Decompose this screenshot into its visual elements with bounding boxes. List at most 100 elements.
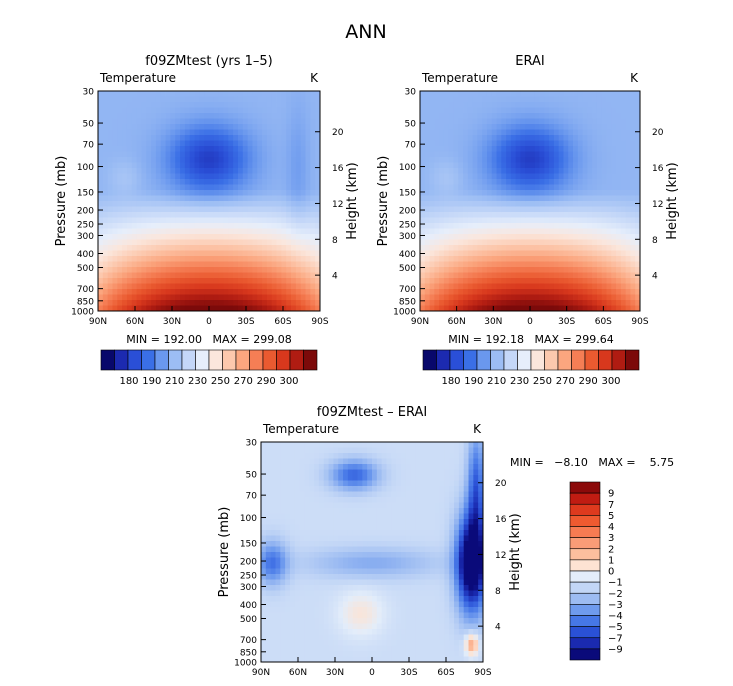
colorbar-swatch bbox=[571, 349, 586, 371]
y-tick-label: 100 bbox=[399, 163, 416, 173]
colorbar-label: 210 bbox=[487, 376, 506, 387]
y-tick-label: 50 bbox=[246, 471, 258, 481]
colorbar-swatch bbox=[127, 349, 142, 371]
colorbar-swatch bbox=[168, 349, 183, 371]
colorbar-swatch bbox=[569, 592, 601, 605]
y-tick-label: 500 bbox=[77, 264, 94, 274]
colorbar-label: 0 bbox=[608, 567, 614, 578]
colorbar-swatch bbox=[262, 349, 277, 371]
y-tick-label: 200 bbox=[240, 558, 257, 568]
x-tick-label: 90S bbox=[474, 668, 491, 678]
panel-title: f09ZMtest (yrs 1–5) bbox=[145, 54, 272, 69]
colorbar-swatch bbox=[276, 349, 291, 371]
colorbar-swatch bbox=[544, 349, 559, 371]
min-max-text: MIN = −8.10 MAX = 5.75 bbox=[510, 456, 674, 469]
variable-label: Temperature bbox=[99, 71, 176, 85]
variable-label: Temperature bbox=[421, 71, 498, 85]
variable-label: Temperature bbox=[262, 422, 339, 436]
y-tick-label: 50 bbox=[83, 120, 95, 130]
colorbar: 180 190 210 230 250 270 290 300 bbox=[422, 349, 640, 387]
colorbar-label: 210 bbox=[165, 376, 184, 387]
colorbar-swatch bbox=[569, 503, 601, 516]
y-tick-label: 200 bbox=[77, 207, 94, 217]
colorbar-label: −5 bbox=[608, 622, 623, 633]
y-tick-label: 70 bbox=[83, 141, 95, 151]
y-tick-label: 1000 bbox=[71, 308, 94, 318]
y-tick-label: 700 bbox=[77, 285, 94, 295]
y-tick-label: 150 bbox=[240, 539, 257, 549]
x-tick-label: 60N bbox=[126, 317, 144, 327]
y-tick-label: 700 bbox=[399, 285, 416, 295]
colorbar-swatch bbox=[569, 637, 601, 650]
y-tick-label: 300 bbox=[77, 232, 94, 242]
colorbar-label: −3 bbox=[608, 600, 623, 611]
y-axis-right-label: Height (km) bbox=[508, 513, 523, 590]
colorbar-swatch bbox=[141, 349, 156, 371]
y-tick-label: 50 bbox=[405, 120, 417, 130]
y-tick-label: 1000 bbox=[234, 659, 257, 669]
colorbar-swatch bbox=[611, 349, 626, 371]
x-tick-label: 30N bbox=[163, 317, 181, 327]
colorbar-swatch bbox=[569, 548, 601, 561]
contour-field bbox=[420, 91, 641, 312]
x-tick-label: 60N bbox=[289, 668, 307, 678]
x-tick-label: 90N bbox=[252, 668, 270, 678]
colorbar-swatch bbox=[569, 492, 601, 505]
colorbar-swatch bbox=[569, 481, 601, 494]
colorbar-label: −1 bbox=[608, 578, 623, 589]
colorbar-label: 300 bbox=[601, 376, 620, 387]
x-tick-label: 90S bbox=[311, 317, 328, 327]
x-tick-label: 30S bbox=[237, 317, 254, 327]
y-tick-label: 30 bbox=[83, 88, 95, 98]
min-max-text: MIN = 192.00 MAX = 299.08 bbox=[126, 333, 291, 346]
colorbar-swatch bbox=[569, 626, 601, 639]
units-label: K bbox=[473, 422, 482, 436]
colorbar-label: −4 bbox=[608, 611, 623, 622]
colorbar-swatch bbox=[569, 615, 601, 627]
height-tick-label: 4 bbox=[332, 272, 338, 282]
colorbar-swatch bbox=[490, 349, 505, 371]
colorbar-swatch bbox=[449, 349, 464, 371]
y-tick-label: 850 bbox=[77, 297, 94, 307]
colorbar-label: 190 bbox=[142, 376, 161, 387]
height-tick-label: 12 bbox=[495, 551, 506, 561]
colorbar-label: 230 bbox=[510, 376, 529, 387]
y-tick-label: 500 bbox=[240, 615, 257, 625]
y-tick-label: 300 bbox=[240, 583, 257, 593]
height-tick-label: 4 bbox=[495, 623, 501, 633]
y-axis-label: Pressure (mb) bbox=[217, 507, 232, 598]
colorbar-label: 180 bbox=[119, 376, 138, 387]
y-tick-label: 300 bbox=[399, 232, 416, 242]
height-tick-label: 12 bbox=[332, 200, 343, 210]
colorbar-swatch bbox=[100, 349, 115, 371]
colorbar-label: 270 bbox=[556, 376, 575, 387]
y-tick-label: 70 bbox=[246, 492, 258, 502]
colorbar-swatch bbox=[569, 559, 601, 572]
colorbar-swatch bbox=[195, 349, 210, 371]
x-tick-label: 30N bbox=[326, 668, 344, 678]
y-tick-label: 150 bbox=[77, 188, 94, 198]
x-tick-label: 90S bbox=[631, 317, 648, 327]
y-tick-label: 400 bbox=[77, 250, 94, 260]
colorbar-label: 250 bbox=[533, 376, 552, 387]
colorbar-swatch bbox=[569, 604, 601, 616]
height-tick-label: 16 bbox=[652, 164, 664, 174]
y-tick-label: 150 bbox=[399, 188, 416, 198]
colorbar-swatch bbox=[569, 526, 601, 538]
colorbar-label: −9 bbox=[608, 644, 623, 655]
y-tick-label: 30 bbox=[405, 88, 417, 98]
contour-field bbox=[261, 442, 484, 663]
colorbar-label: 3 bbox=[608, 533, 614, 544]
panel-model-temperature: f09ZMtest (yrs 1–5) Temperature K 90N 60N 30N… bbox=[54, 54, 360, 387]
colorbar-label: −7 bbox=[608, 633, 623, 644]
y-tick-label: 1000 bbox=[393, 308, 416, 318]
y-tick-label: 500 bbox=[399, 264, 416, 274]
y-tick-label: 70 bbox=[405, 141, 417, 151]
height-tick-label: 4 bbox=[652, 272, 658, 282]
height-tick-label: 16 bbox=[332, 164, 344, 174]
colorbar-swatch bbox=[249, 349, 264, 371]
colorbar-label: 7 bbox=[608, 500, 614, 511]
colorbar-swatch bbox=[476, 349, 491, 371]
